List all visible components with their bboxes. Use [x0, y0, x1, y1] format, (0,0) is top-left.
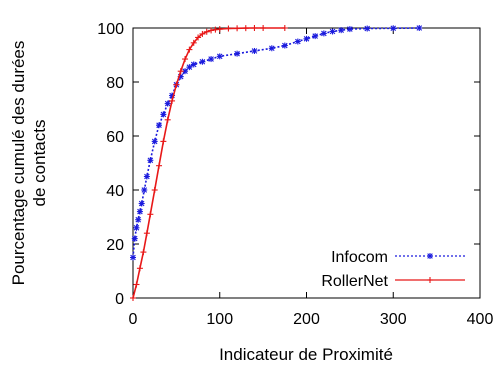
y-axis-title-line1: Pourcentage cumulé des durées [9, 41, 28, 286]
data-point-infocom [190, 61, 197, 68]
legend-marker-glyph [427, 253, 433, 259]
data-point-rollernet [147, 211, 154, 218]
legend-label-rollernet: RollerNet [321, 273, 388, 290]
data-point-infocom [390, 25, 397, 32]
data-point-rollernet [151, 187, 158, 193]
data-point-infocom [130, 254, 136, 261]
x-axis-title: Indicateur de Proximité [219, 345, 393, 364]
data-point-rollernet [186, 46, 193, 53]
data-point-infocom [199, 58, 206, 65]
data-point-rollernet [160, 138, 167, 145]
data-point-infocom [303, 35, 310, 42]
data-point-rollernet [251, 25, 258, 31]
ticks-layer: 0 100 200 300 400 0 20 40 60 80 100 [97, 21, 493, 328]
data-point-infocom [156, 122, 163, 129]
y-axis-title-group: Pourcentage cumulé des durées de contact… [9, 41, 49, 286]
data-point-rollernet [281, 25, 288, 31]
y-tick-label: 100 [97, 21, 124, 38]
series-line-infocom [132, 27, 420, 258]
data-point-infocom [141, 187, 148, 193]
data-point-infocom [147, 157, 154, 164]
data-point-infocom [133, 224, 140, 231]
data-point-rollernet [130, 295, 136, 301]
data-point-rollernet [203, 28, 210, 35]
legend-marker-infocom [427, 253, 433, 259]
data-point-infocom [294, 38, 301, 45]
legend-marker-rollernet [427, 277, 433, 283]
data-point-rollernet [143, 230, 150, 237]
series-layer [130, 25, 423, 301]
x-tick-label: 300 [380, 311, 407, 328]
data-point-infocom [164, 100, 171, 107]
x-tick-label: 200 [293, 311, 320, 328]
data-point-rollernet [182, 56, 189, 63]
y-tick-label: 40 [106, 183, 124, 200]
data-point-rollernet [140, 249, 147, 256]
data-point-infocom [251, 47, 258, 54]
data-point-infocom [186, 64, 193, 71]
y-tick-label: 0 [115, 291, 124, 308]
data-point-rollernet [173, 81, 180, 88]
series-line-rollernet [132, 27, 285, 299]
data-point-rollernet [216, 26, 223, 33]
data-point-infocom [131, 235, 138, 242]
y-tick-label: 20 [106, 237, 124, 254]
data-point-rollernet [234, 25, 241, 32]
data-point-rollernet [169, 97, 176, 104]
data-point-infocom [281, 42, 288, 49]
data-point-rollernet [190, 39, 197, 46]
legend-marker-glyph [427, 277, 433, 283]
data-point-infocom [338, 27, 345, 34]
data-point-infocom [364, 25, 371, 32]
data-point-rollernet [136, 265, 143, 272]
y-axis-title-line2: de contacts [30, 120, 49, 207]
x-tick-label: 0 [129, 311, 138, 328]
data-point-rollernet [156, 162, 163, 169]
legend: Infocom RollerNet [321, 249, 465, 290]
data-point-rollernet [177, 68, 184, 75]
data-point-rollernet [260, 25, 267, 31]
data-point-rollernet [208, 27, 215, 34]
data-point-infocom [312, 33, 319, 40]
data-point-infocom [320, 30, 327, 37]
data-point-rollernet [199, 30, 206, 37]
data-point-infocom [136, 208, 143, 215]
data-point-infocom [216, 53, 223, 60]
data-point-rollernet [242, 25, 249, 32]
legend-label-infocom: Infocom [331, 249, 388, 266]
data-point-rollernet [133, 281, 140, 288]
data-point-infocom [135, 216, 142, 223]
y-tick-label: 60 [106, 129, 124, 146]
data-point-infocom [346, 26, 353, 33]
data-point-infocom [234, 50, 241, 57]
data-point-infocom [268, 45, 275, 52]
data-point-infocom [329, 28, 336, 35]
y-tick-label: 80 [106, 75, 124, 92]
data-point-rollernet [225, 25, 232, 32]
data-point-rollernet [164, 116, 171, 123]
data-point-rollernet [195, 34, 202, 41]
data-point-infocom [416, 25, 423, 31]
data-point-infocom [143, 173, 150, 180]
x-tick-label: 400 [467, 311, 494, 328]
data-point-infocom [160, 111, 167, 118]
x-tick-label: 100 [206, 311, 233, 328]
data-point-infocom [151, 138, 158, 145]
data-point-infocom [138, 200, 145, 207]
data-point-infocom [208, 56, 215, 63]
